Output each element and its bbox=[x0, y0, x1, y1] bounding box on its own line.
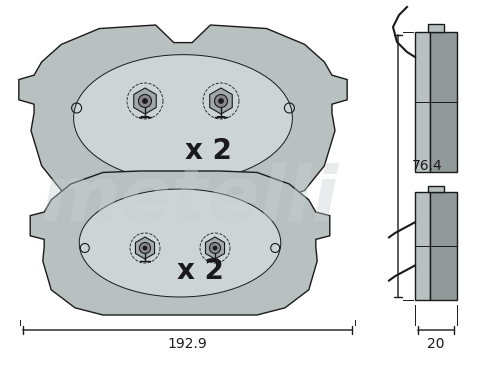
Bar bbox=[430, 192, 457, 300]
Circle shape bbox=[143, 246, 147, 250]
Bar bbox=[430, 32, 457, 172]
Text: x 2: x 2 bbox=[176, 257, 224, 285]
Circle shape bbox=[218, 98, 224, 103]
Circle shape bbox=[138, 95, 151, 107]
Circle shape bbox=[213, 246, 217, 250]
Bar bbox=[415, 32, 430, 172]
Polygon shape bbox=[206, 237, 225, 259]
Polygon shape bbox=[74, 54, 292, 181]
Text: x 2: x 2 bbox=[184, 137, 232, 165]
Polygon shape bbox=[30, 171, 330, 315]
Text: 20: 20 bbox=[427, 337, 445, 351]
Circle shape bbox=[140, 242, 150, 254]
Polygon shape bbox=[80, 189, 281, 297]
Bar bbox=[428, 24, 444, 32]
Polygon shape bbox=[136, 237, 154, 259]
Circle shape bbox=[142, 98, 148, 103]
Bar bbox=[428, 186, 444, 192]
Circle shape bbox=[214, 95, 228, 107]
Text: 192.9: 192.9 bbox=[168, 337, 207, 351]
Text: metelli: metelli bbox=[41, 163, 339, 237]
Text: 76.4: 76.4 bbox=[412, 159, 443, 173]
Polygon shape bbox=[19, 25, 347, 201]
Bar bbox=[415, 192, 430, 300]
Polygon shape bbox=[210, 88, 233, 114]
Circle shape bbox=[210, 242, 220, 254]
Polygon shape bbox=[134, 88, 156, 114]
